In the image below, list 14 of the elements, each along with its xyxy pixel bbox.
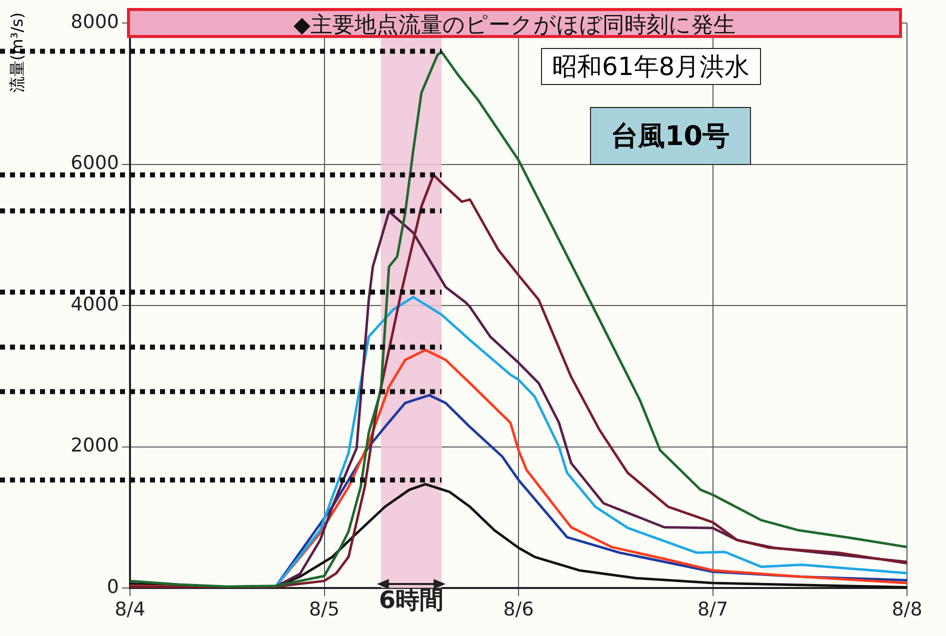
- x-tick-label: 8/4: [114, 598, 146, 620]
- title-banner: ◆主要地点流量のピークがほぼ同時刻に発生: [127, 8, 902, 38]
- y-tick-label: 4000: [70, 293, 119, 316]
- x-tick-label: 8/6: [503, 598, 534, 620]
- y-tick-label: 6000: [70, 152, 119, 174]
- y-tick-label: 8000: [70, 10, 119, 33]
- y-tick-label: 0: [106, 576, 119, 598]
- note-box: 昭和61年8月洪水: [541, 48, 761, 85]
- x-tick-label: 8/8: [892, 598, 922, 620]
- x-tick-label: 8/7: [697, 598, 728, 620]
- band-label: 6時間: [378, 586, 444, 614]
- y-tick-label: 2000: [70, 434, 119, 457]
- x-tick-label: 8/5: [308, 598, 340, 620]
- note-box: 台風10号: [590, 107, 751, 165]
